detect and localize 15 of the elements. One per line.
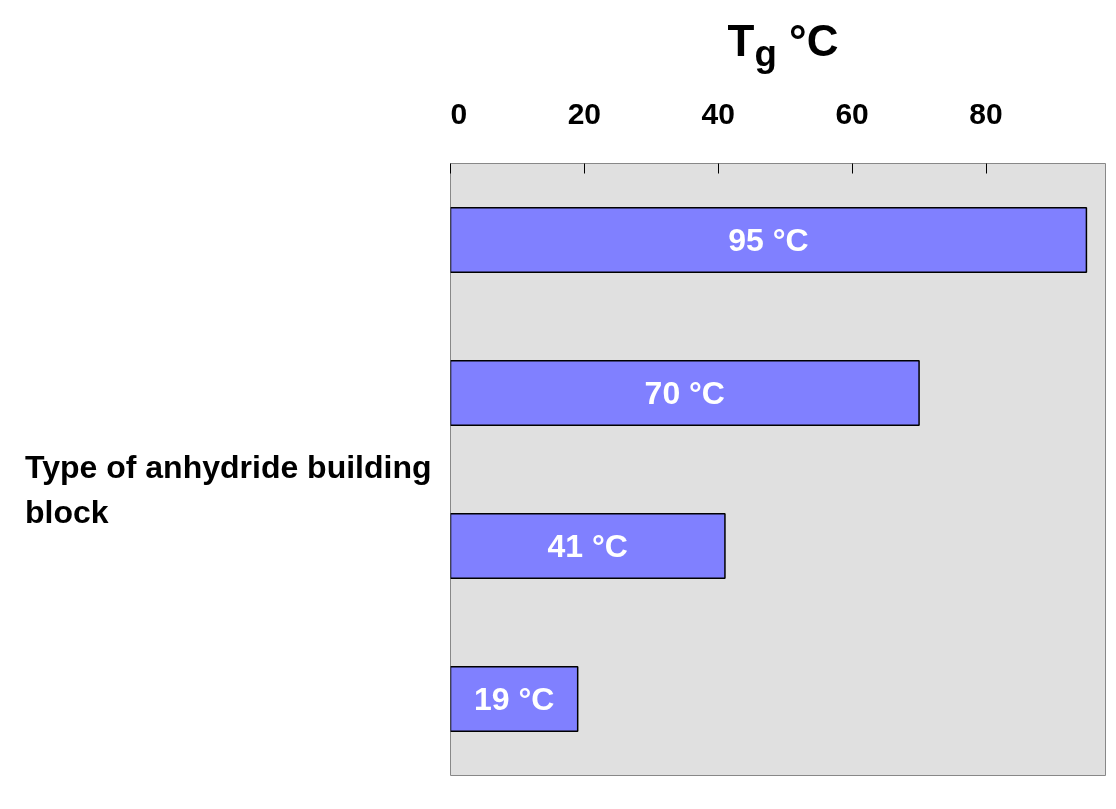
bar: [450, 360, 920, 426]
x-tick-label: 80: [969, 96, 1003, 130]
x-tick-label: 60: [835, 96, 869, 130]
y-axis-title: Type of anhydride building block: [25, 448, 433, 532]
x-axis-title: T$_{g}$ °C: [726, 15, 840, 76]
bar: [450, 207, 1088, 273]
x-tick-label: 40: [701, 96, 735, 130]
data-label: 19 °C: [473, 681, 555, 717]
data-label: 70 °C: [644, 375, 725, 411]
bar: [450, 666, 579, 732]
bar: [450, 513, 726, 579]
data-label: 95 °C: [728, 222, 809, 258]
x-tick-label: 20: [567, 96, 602, 130]
x-tick-label: 0: [450, 96, 468, 130]
data-label: 41 °C: [547, 528, 628, 564]
